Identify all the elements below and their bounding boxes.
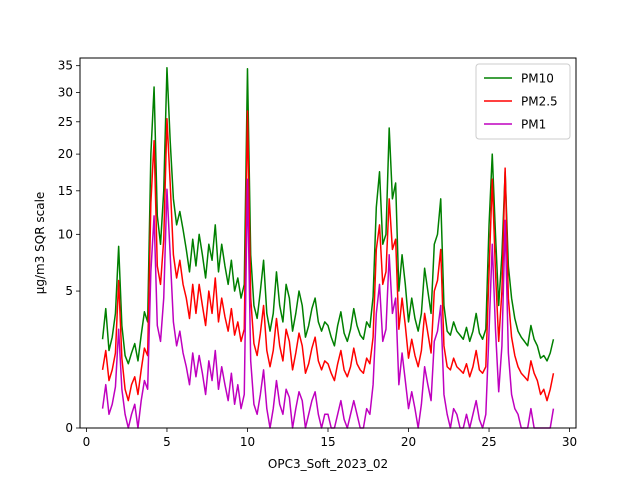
y-tick-label: 35 — [58, 59, 73, 73]
y-tick-label: 0 — [65, 421, 73, 435]
y-tick-label: 20 — [58, 147, 73, 161]
y-tick-label: 30 — [58, 86, 73, 100]
x-tick-label: 10 — [240, 435, 255, 449]
y-tick-label: 15 — [58, 184, 73, 198]
legend-label: PM1 — [521, 118, 546, 132]
series-layer — [101, 67, 555, 429]
x-axis-label: OPC3_Soft_2023_02 — [268, 457, 388, 471]
y-tick-label: 5 — [65, 284, 73, 298]
x-tick-label: 5 — [163, 435, 171, 449]
x-tick-label: 25 — [481, 435, 496, 449]
y-axis: 0 5 10 15 20 25 30 35 — [58, 59, 80, 435]
legend-label: PM2.5 — [521, 95, 558, 109]
legend-label: PM10 — [521, 72, 554, 86]
x-tick-label: 15 — [320, 435, 335, 449]
x-tick-label: 0 — [83, 435, 91, 449]
y-tick-label: 10 — [58, 227, 73, 241]
x-axis: 0 5 10 15 20 25 30 — [83, 428, 577, 449]
y-tick-label: 25 — [58, 115, 73, 129]
series-line-pm10 — [101, 67, 555, 365]
x-tick-label: 20 — [401, 435, 416, 449]
legend-box — [475, 63, 571, 140]
y-axis-label: µg/m3 SQR scale — [33, 192, 47, 295]
x-tick-label: 30 — [562, 435, 577, 449]
legend: PM10 PM2.5 PM1 — [475, 63, 571, 140]
series-line-pm1 — [101, 178, 555, 429]
series-line-pm2-5 — [101, 110, 555, 402]
